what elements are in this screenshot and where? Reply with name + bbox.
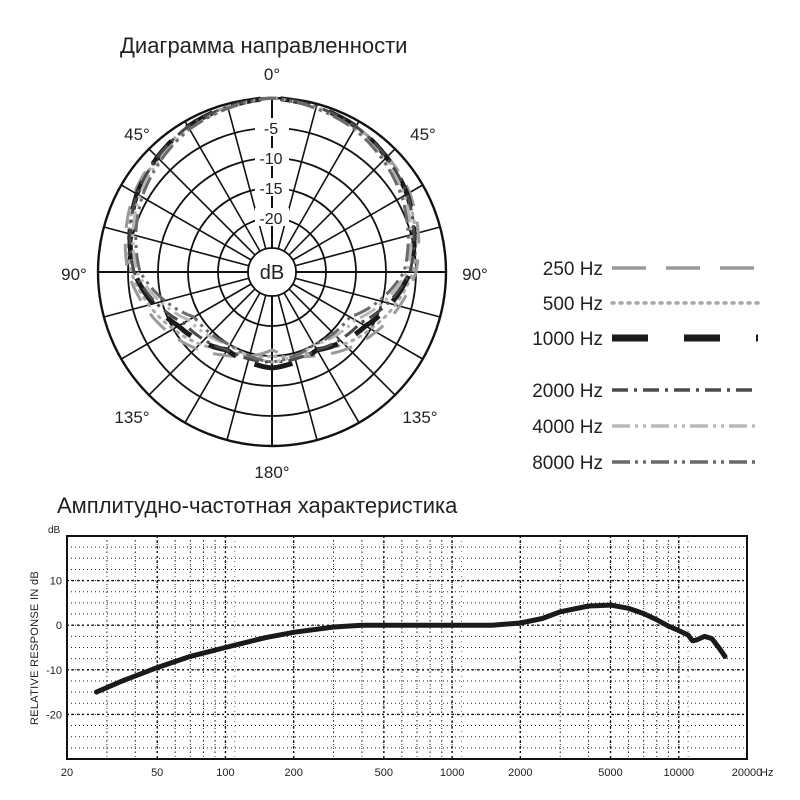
angle-label-0: 0° xyxy=(264,65,280,84)
y-tick-label: -10 xyxy=(46,665,62,677)
polar-ring xyxy=(247,247,297,297)
polar-spoke xyxy=(277,294,318,441)
polar-series-1000-hz xyxy=(127,95,417,371)
polar-spoke xyxy=(288,288,396,396)
plot-frame xyxy=(66,535,748,760)
polar-series-8000-hz xyxy=(134,96,410,364)
polar-chart: dB -5 -10 -15 -20 xyxy=(96,95,448,448)
legend-label: 1000 Hz xyxy=(532,329,603,350)
ring-label-bg xyxy=(255,118,289,136)
angle-label-90-right: 90° xyxy=(462,265,488,284)
legend-label: 250 Hz xyxy=(543,259,603,280)
legend-label: 4000 Hz xyxy=(532,417,603,438)
polar-angle-labels: 0° 45° 45° 90° 90° 135° 135° 180° xyxy=(61,65,488,482)
x-tick-label: 100 xyxy=(216,767,234,779)
ring-label-bg xyxy=(255,208,289,226)
y-unit-label: dB xyxy=(48,525,61,536)
ring-label: -20 xyxy=(259,211,282,228)
x-tick-label: 20000 xyxy=(732,767,763,779)
polar-spoke xyxy=(292,283,424,360)
polar-spoke xyxy=(148,148,256,256)
polar-spoke xyxy=(283,120,360,252)
x-tick-label: 20 xyxy=(61,767,73,779)
ring-label: -5 xyxy=(264,121,278,138)
y-tick-label: 0 xyxy=(56,620,62,632)
polar-spoke xyxy=(184,292,261,424)
x-tick-label: 500 xyxy=(375,767,393,779)
x-tick-label: 1000 xyxy=(440,767,464,779)
x-tick-label: 2000 xyxy=(508,767,532,779)
polar-spoke xyxy=(288,148,396,256)
polar-center xyxy=(249,249,295,295)
angle-label-135-left: 135° xyxy=(114,408,149,427)
legend: 250 Hz 500 Hz 1000 Hz 2000 Hz 4000 Hz 8000 Hz xyxy=(532,259,760,474)
ring-label-bg xyxy=(255,148,289,166)
response-title: Амплитудно-частотная характеристика xyxy=(57,493,458,518)
response-chart: 20 50 100 200 500 1000 2000 5000 10000 20000Hz100… xyxy=(29,525,773,779)
ring-label: -15 xyxy=(259,181,282,198)
x-tick-label: 200 xyxy=(284,767,302,779)
y-tick-label: -20 xyxy=(46,709,62,721)
polar-spoke xyxy=(226,294,267,441)
y-axis-label: RELATIVE RESPONSE IN dB xyxy=(29,571,41,725)
ring-label: -10 xyxy=(259,151,282,168)
polar-spoke xyxy=(294,277,441,318)
polar-spoke xyxy=(283,292,360,424)
angle-label-45-right: 45° xyxy=(410,125,436,144)
polar-spoke xyxy=(120,283,252,360)
response-curve xyxy=(94,602,728,695)
angle-label-90-left: 90° xyxy=(61,265,87,284)
x-unit-label: Hz xyxy=(760,767,773,779)
x-tick-label: 50 xyxy=(151,767,163,779)
polar-series-250-hz xyxy=(123,96,421,359)
y-tick-label: 10 xyxy=(50,576,62,588)
angle-label-135-right: 135° xyxy=(402,408,437,427)
polar-spoke xyxy=(103,277,250,318)
polar-spoke xyxy=(184,120,261,252)
polar-spoke xyxy=(120,184,252,261)
x-tick-label: 10000 xyxy=(663,767,694,779)
ring-label-bg xyxy=(255,178,289,196)
angle-label-180: 180° xyxy=(254,463,289,482)
x-tick-label: 5000 xyxy=(598,767,622,779)
angle-label-45-left: 45° xyxy=(124,125,150,144)
legend-label: 8000 Hz xyxy=(532,453,603,474)
polar-spoke xyxy=(292,184,424,261)
polar-center-label: dB xyxy=(260,262,284,284)
legend-label: 500 Hz xyxy=(543,294,603,315)
polar-spoke xyxy=(148,288,256,396)
polar-title: Диаграмма направленности xyxy=(120,33,407,58)
legend-label: 2000 Hz xyxy=(532,381,603,402)
